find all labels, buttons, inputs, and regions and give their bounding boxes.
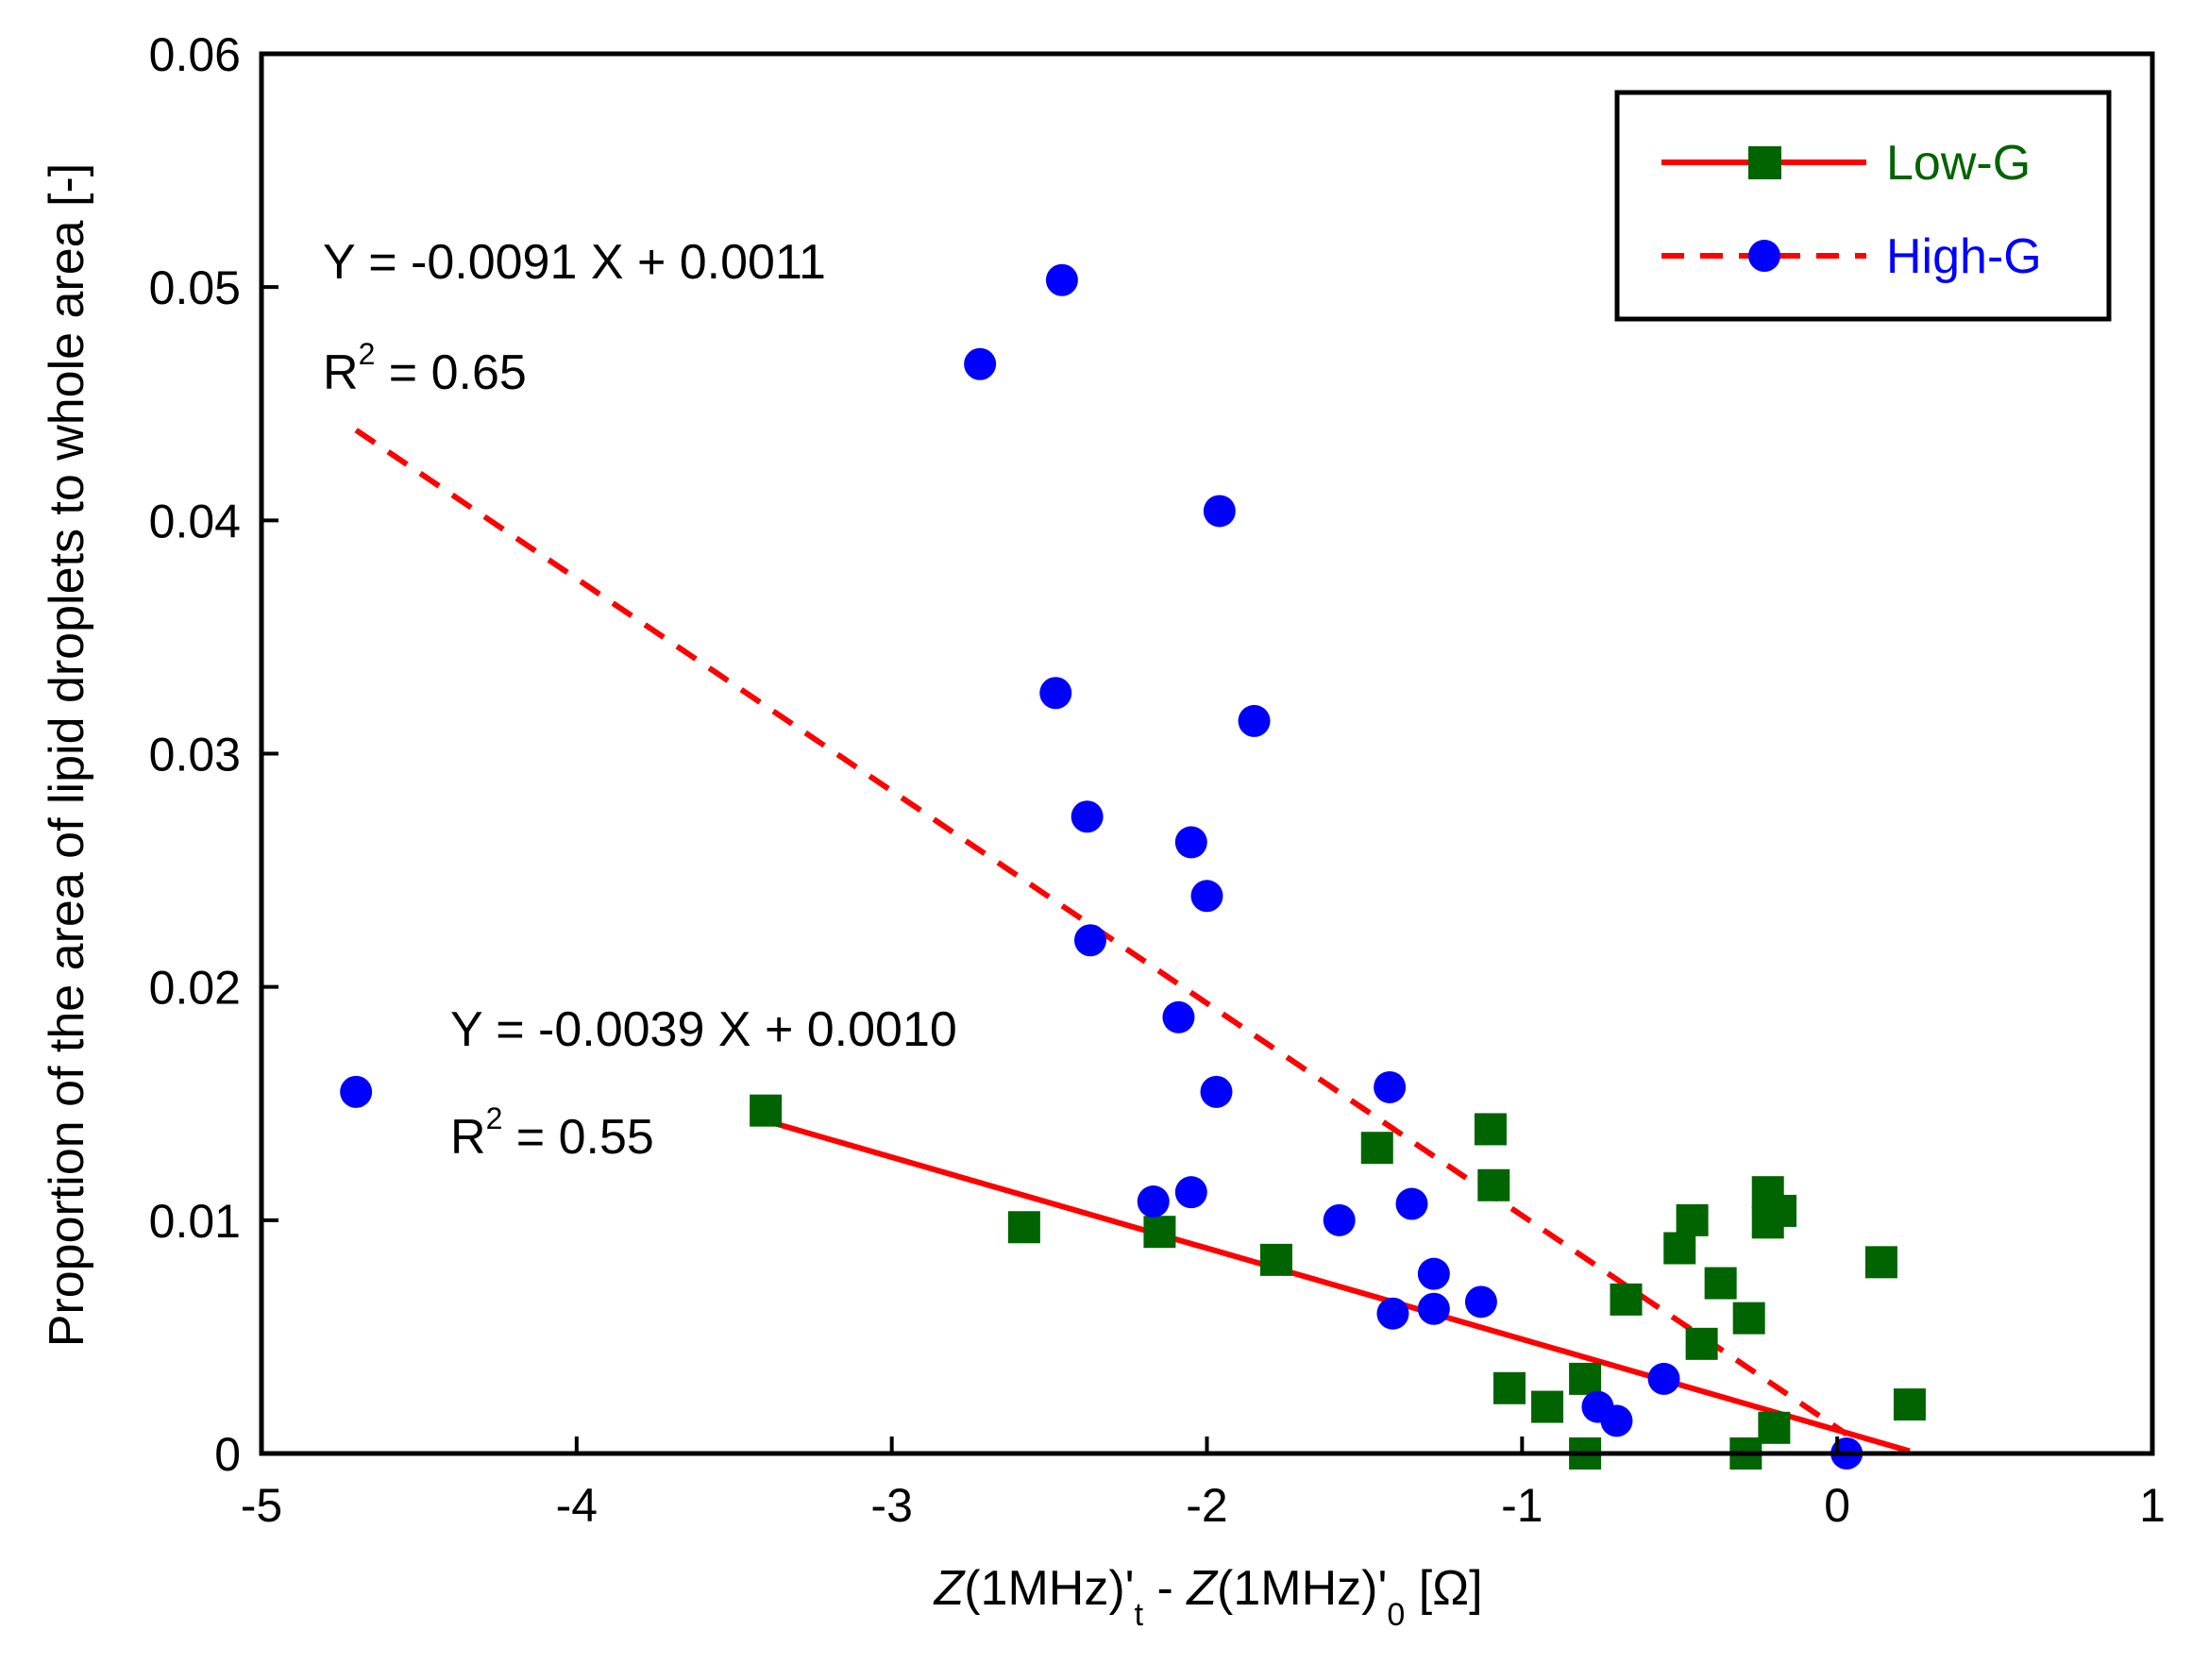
low-g-point xyxy=(1360,1132,1393,1165)
y-tick-label: 0.02 xyxy=(149,962,241,1015)
low-g-point xyxy=(1477,1168,1510,1201)
x-axis-title: Z(1MHz)'t - Z(1MHz)'0 [Ω] xyxy=(932,1561,1482,1633)
y-axis-title: Proportion of the area of lipid droplets… xyxy=(40,163,94,1348)
y-tick-label: 0.04 xyxy=(149,495,241,547)
x-tick-label: 0 xyxy=(1824,1479,1850,1532)
low-g-point xyxy=(1474,1113,1507,1146)
x-title-z1: Z xyxy=(932,1561,966,1616)
high-g-r2-value: = 0.65 xyxy=(375,345,526,400)
low-g-point xyxy=(1676,1203,1709,1236)
high-g-point xyxy=(1190,880,1223,913)
high-g-point xyxy=(1417,1292,1450,1325)
low-g-r2-value: = 0.55 xyxy=(502,1110,653,1165)
legend-low-g-label: Low-G xyxy=(1886,136,2031,191)
high-g-point xyxy=(1374,1070,1407,1103)
legend-box xyxy=(1614,90,2112,322)
low-g-point xyxy=(1569,1362,1602,1395)
x-tick-label: 1 xyxy=(2139,1479,2166,1532)
x-tick-label: -4 xyxy=(556,1479,598,1532)
y-tick-label: 0.06 xyxy=(149,28,241,81)
x-title-sub1: t xyxy=(1135,1597,1144,1633)
low-g-point xyxy=(1764,1194,1797,1227)
x-tick-label: -5 xyxy=(241,1479,282,1532)
high-g-r2-sup: 2 xyxy=(359,337,376,371)
legend: Low-G High-G xyxy=(1614,90,2112,322)
high-g-r2: R2 = 0.65 xyxy=(323,337,527,400)
x-title-sub2: 0 xyxy=(1387,1597,1405,1633)
low-g-r2: R2 = 0.55 xyxy=(450,1101,654,1165)
x-title-mid1: (1MHz)' xyxy=(964,1561,1134,1616)
low-g-point xyxy=(750,1094,783,1127)
high-g-point xyxy=(1417,1257,1450,1290)
x-title-z2: Z xyxy=(1185,1561,1219,1616)
high-g-point xyxy=(1045,263,1078,296)
y-tick-label: 0.03 xyxy=(149,729,241,781)
high-g-point xyxy=(340,1075,373,1108)
low-g-point xyxy=(1663,1232,1696,1265)
low-g-point xyxy=(1685,1327,1718,1360)
low-g-point xyxy=(1864,1246,1897,1279)
low-g-point xyxy=(1893,1388,1926,1421)
high-g-point xyxy=(1464,1285,1497,1319)
high-g-point xyxy=(1137,1185,1170,1218)
low-g-point xyxy=(1704,1267,1737,1300)
data-points-layer xyxy=(340,263,1926,1470)
high-g-r2-label: R xyxy=(323,345,359,400)
high-g-point xyxy=(1647,1362,1680,1395)
fit-lines-layer xyxy=(354,428,1911,1454)
high-g-point xyxy=(1073,924,1106,957)
x-title-mid2: (1MHz)' xyxy=(1217,1561,1387,1616)
legend-low-g-marker xyxy=(1748,146,1781,179)
high-g-point xyxy=(1162,1000,1195,1033)
high-g-point xyxy=(1174,826,1207,859)
high-g-point xyxy=(1071,800,1104,833)
high-g-point xyxy=(1174,1176,1207,1209)
low-g-point xyxy=(1732,1302,1765,1335)
axis-ticks-layer: -5 -4 -3 -2 -1 0 1 0 0.01 0.02 0.03 0.04 0.05 0.06 xyxy=(149,28,2166,1532)
low-g-point xyxy=(1610,1283,1643,1316)
high-g-point xyxy=(1039,677,1072,710)
high-g-point xyxy=(1376,1297,1409,1330)
low-g-r2-sup: 2 xyxy=(486,1101,503,1135)
low-g-point xyxy=(1259,1243,1292,1276)
legend-high-g-marker xyxy=(1748,240,1780,272)
y-tick-label: 0 xyxy=(214,1428,241,1481)
high-g-point xyxy=(1395,1187,1428,1220)
high-g-point xyxy=(1200,1075,1233,1108)
x-tick-label: -3 xyxy=(870,1479,912,1532)
x-tick-label: -2 xyxy=(1186,1479,1227,1532)
x-title-unit: [Ω] xyxy=(1405,1561,1482,1616)
x-title-dash: - xyxy=(1143,1561,1187,1616)
low-g-point xyxy=(1143,1216,1176,1249)
high-g-point xyxy=(1600,1404,1633,1437)
low-g-point xyxy=(1758,1411,1791,1444)
low-g-equation: Y = -0.0039 X + 0.0010 xyxy=(450,1002,957,1057)
y-tick-label: 0.01 xyxy=(149,1195,241,1248)
high-g-point xyxy=(1323,1203,1356,1236)
high-g-point xyxy=(964,347,997,380)
low-g-point xyxy=(1007,1211,1040,1244)
low-g-r2-label: R xyxy=(450,1110,486,1165)
low-g-fit-line xyxy=(765,1117,1911,1454)
high-g-point xyxy=(1203,495,1236,528)
high-g-point xyxy=(1238,704,1271,737)
y-tick-label: 0.05 xyxy=(149,261,241,314)
low-g-point xyxy=(1492,1371,1526,1404)
low-g-point xyxy=(1531,1390,1564,1423)
legend-high-g-label: High-G xyxy=(1886,229,2042,284)
high-g-equation: Y = -0.0091 X + 0.0011 xyxy=(323,235,826,290)
x-tick-label: -1 xyxy=(1501,1479,1543,1532)
